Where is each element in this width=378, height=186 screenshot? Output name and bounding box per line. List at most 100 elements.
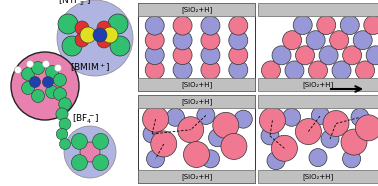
Text: [SiO₂+H]: [SiO₂+H] <box>302 81 334 88</box>
Circle shape <box>321 130 339 148</box>
Circle shape <box>173 46 192 65</box>
Circle shape <box>353 31 372 50</box>
Text: [SiO₂+H]: [SiO₂+H] <box>181 173 212 180</box>
FancyBboxPatch shape <box>138 95 255 108</box>
Circle shape <box>54 73 67 86</box>
Text: $[\mathrm{BMIM^+}]$: $[\mathrm{BMIM^+}]$ <box>70 61 111 74</box>
FancyBboxPatch shape <box>138 78 255 91</box>
Circle shape <box>14 67 22 73</box>
Circle shape <box>261 127 279 145</box>
Circle shape <box>293 16 312 35</box>
Circle shape <box>330 31 349 50</box>
Circle shape <box>229 60 248 79</box>
Circle shape <box>173 16 192 35</box>
Circle shape <box>323 110 349 137</box>
FancyBboxPatch shape <box>138 95 255 183</box>
Circle shape <box>221 133 247 159</box>
Circle shape <box>201 60 220 79</box>
Circle shape <box>11 52 79 120</box>
Circle shape <box>285 61 304 80</box>
Circle shape <box>75 33 89 47</box>
Circle shape <box>283 31 302 50</box>
Circle shape <box>143 106 169 132</box>
Circle shape <box>229 46 248 65</box>
Circle shape <box>59 139 71 150</box>
Circle shape <box>271 135 297 161</box>
Circle shape <box>332 61 351 80</box>
Circle shape <box>147 150 164 168</box>
Circle shape <box>145 60 164 79</box>
Circle shape <box>201 31 220 50</box>
Circle shape <box>342 46 362 65</box>
Circle shape <box>234 110 252 128</box>
FancyBboxPatch shape <box>258 3 378 16</box>
Circle shape <box>54 87 67 100</box>
FancyBboxPatch shape <box>138 170 255 183</box>
Circle shape <box>309 149 327 167</box>
Circle shape <box>93 133 108 149</box>
Circle shape <box>145 31 164 50</box>
Circle shape <box>283 108 301 126</box>
Circle shape <box>42 60 50 68</box>
Circle shape <box>26 60 34 68</box>
Circle shape <box>183 142 209 168</box>
Text: [SiO₂+H]: [SiO₂+H] <box>181 98 212 105</box>
Circle shape <box>319 46 338 65</box>
FancyBboxPatch shape <box>258 95 378 183</box>
Circle shape <box>93 28 107 42</box>
Circle shape <box>59 98 71 110</box>
Circle shape <box>45 65 59 78</box>
FancyBboxPatch shape <box>258 3 378 91</box>
Circle shape <box>366 46 378 65</box>
Circle shape <box>262 61 280 80</box>
Circle shape <box>308 61 327 80</box>
Circle shape <box>355 115 378 141</box>
FancyBboxPatch shape <box>258 95 378 108</box>
Circle shape <box>259 107 285 133</box>
Circle shape <box>267 152 285 170</box>
Circle shape <box>56 108 68 120</box>
Circle shape <box>173 31 192 50</box>
Text: [SiO₂+H]: [SiO₂+H] <box>181 81 212 88</box>
Circle shape <box>31 89 45 102</box>
Circle shape <box>173 60 192 79</box>
Circle shape <box>80 27 96 43</box>
Circle shape <box>22 68 34 81</box>
Circle shape <box>145 16 164 35</box>
Circle shape <box>306 31 325 50</box>
Circle shape <box>178 117 204 143</box>
Circle shape <box>42 76 54 87</box>
Circle shape <box>75 21 89 35</box>
Circle shape <box>45 86 59 99</box>
Circle shape <box>341 129 367 155</box>
Circle shape <box>110 36 130 56</box>
Circle shape <box>145 46 164 65</box>
Circle shape <box>108 14 128 34</box>
Circle shape <box>31 62 45 75</box>
Circle shape <box>342 150 361 168</box>
Circle shape <box>311 106 329 124</box>
Circle shape <box>340 16 359 35</box>
Circle shape <box>143 125 161 143</box>
Circle shape <box>295 118 321 145</box>
Text: $[\mathrm{BF_4^-}]$: $[\mathrm{BF_4^-}]$ <box>72 112 100 126</box>
Circle shape <box>58 14 78 34</box>
Circle shape <box>356 61 375 80</box>
Circle shape <box>62 36 82 56</box>
Circle shape <box>57 0 133 76</box>
Circle shape <box>54 65 62 71</box>
Circle shape <box>213 112 239 138</box>
Circle shape <box>317 16 336 35</box>
FancyBboxPatch shape <box>138 3 255 16</box>
Circle shape <box>97 34 111 48</box>
Circle shape <box>201 150 220 168</box>
Circle shape <box>272 46 291 65</box>
Text: [SiO₂+H]: [SiO₂+H] <box>302 173 334 180</box>
Circle shape <box>71 133 87 149</box>
Circle shape <box>59 118 71 130</box>
Circle shape <box>296 46 314 65</box>
Circle shape <box>351 108 369 126</box>
Text: [SiO₂+H]: [SiO₂+H] <box>181 6 212 13</box>
Circle shape <box>64 126 116 178</box>
Text: $[\mathrm{NTF_2^-}]$: $[\mathrm{NTF_2^-}]$ <box>58 0 92 9</box>
